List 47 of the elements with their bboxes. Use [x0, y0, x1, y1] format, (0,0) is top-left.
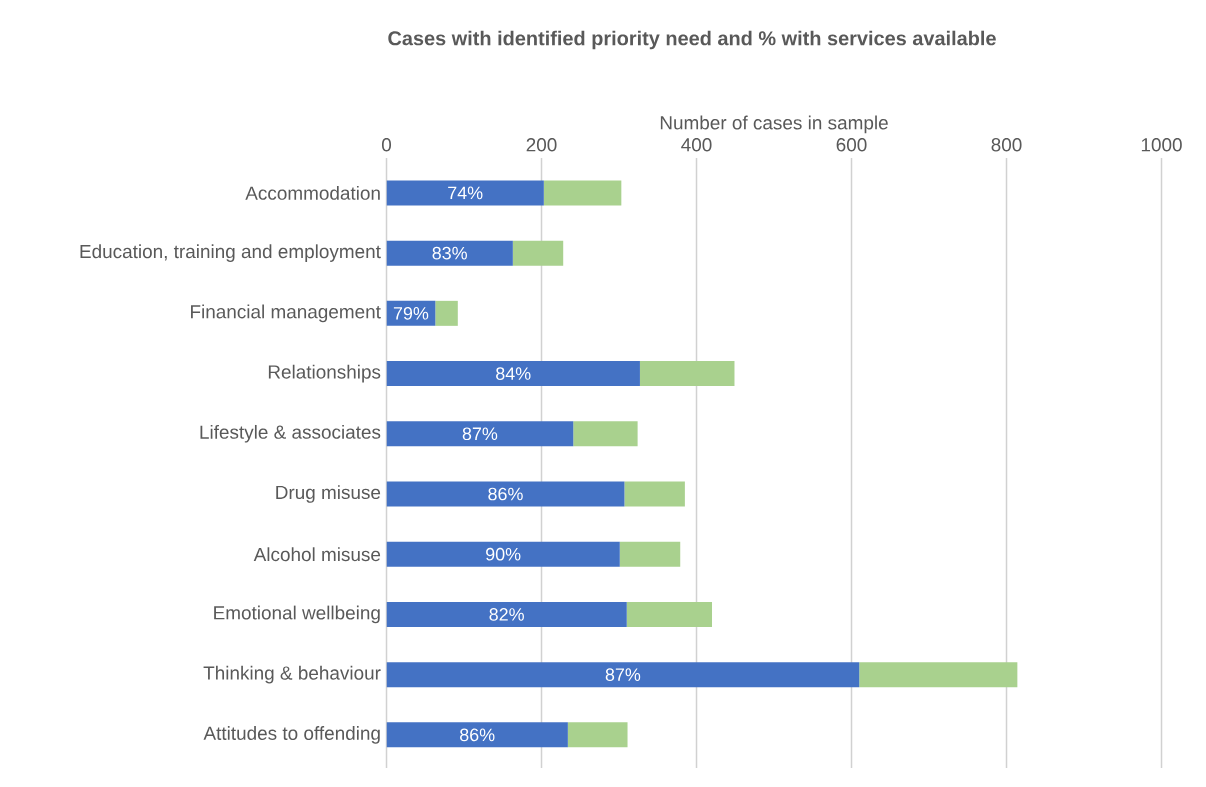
y-tick-label: Drug misuse: [276, 485, 381, 503]
x-axis-title: Number of cases in sample: [660, 115, 888, 134]
bar: [435, 300, 458, 326]
bar: [386, 421, 574, 447]
bar: [573, 421, 638, 447]
x-tick-label: 200: [526, 138, 557, 152]
bar: [626, 601, 713, 627]
bar: [859, 662, 1018, 688]
y-tick-label: Education, training and employment: [80, 244, 381, 262]
annotation: 87%: [462, 427, 498, 441]
bar: [386, 240, 513, 266]
bar: [639, 361, 735, 387]
bar: [619, 541, 681, 567]
y-tick-label: Attitudes to offending: [203, 726, 380, 744]
bar: [386, 722, 568, 748]
annotation: 74%: [448, 186, 483, 200]
x-tick-label: 1000: [1141, 138, 1182, 152]
annotation: 79%: [393, 306, 429, 320]
annotation: 84%: [496, 367, 531, 380]
annotation: 87%: [605, 668, 641, 681]
bar: [386, 180, 544, 206]
y-tick-label: Lifestyle & associates: [200, 424, 381, 443]
bar: [512, 240, 564, 266]
y-tick-label: Accommodation: [245, 185, 380, 200]
bar: [386, 601, 627, 627]
x-tick-label: 400: [681, 138, 712, 152]
annotation: 90%: [486, 547, 521, 561]
bar: [543, 180, 622, 206]
annotation: 86%: [460, 728, 495, 742]
bar: [386, 481, 625, 507]
y-tick-label: Thinking & behaviour: [203, 665, 381, 684]
x-tick-label: 800: [991, 138, 1022, 152]
y-tick-label: Financial management: [191, 304, 381, 323]
x-tick-label: 600: [836, 138, 867, 152]
annotation: 86%: [488, 487, 523, 501]
x-tick-label: 0: [381, 138, 392, 152]
bar: [386, 361, 640, 387]
annotation: 83%: [432, 246, 467, 260]
bar: [386, 662, 860, 688]
bar: [624, 481, 685, 507]
bar: [386, 541, 620, 567]
annotation: 82%: [489, 608, 524, 621]
y-tick-label: Emotional wellbeing: [214, 605, 380, 624]
chart-title: Cases with identified priority need and % with services available: [388, 30, 996, 50]
y-tick-label: Alcohol misuse: [253, 547, 381, 562]
y-tick-label: Relationships: [268, 364, 381, 383]
bar: [567, 722, 628, 748]
